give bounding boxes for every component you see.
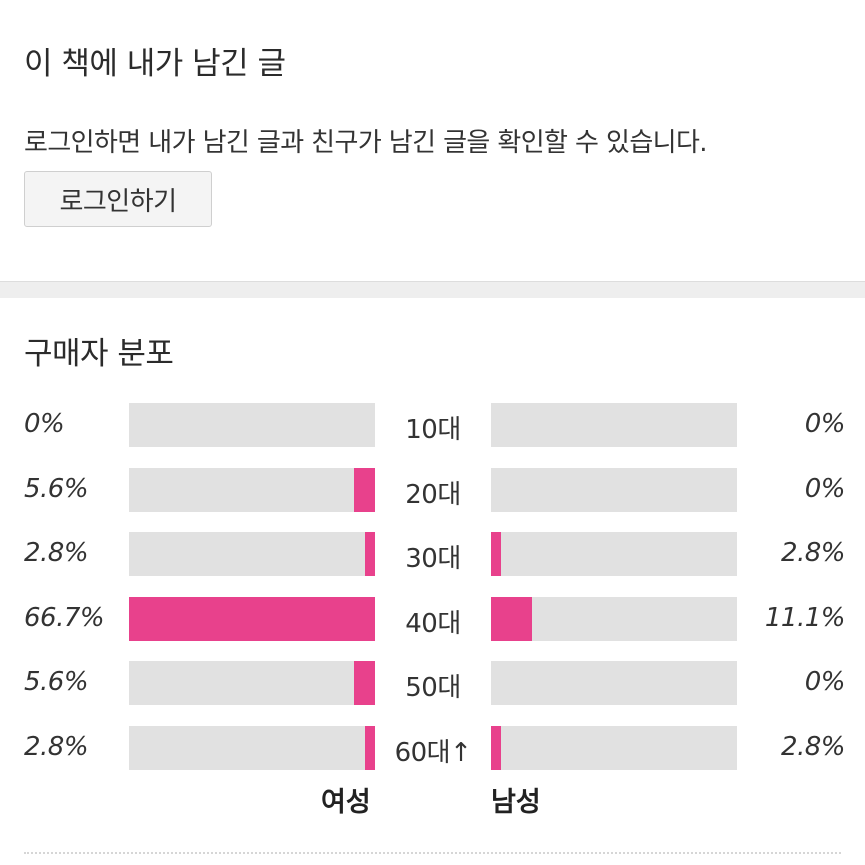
- female-bar-track: [129, 596, 375, 641]
- male-bar-track: [491, 596, 737, 641]
- age-group-label: 30대: [405, 544, 461, 574]
- female-bar-track: [129, 403, 375, 447]
- notes-section-title: 이 책에 내가 남긴 글: [24, 46, 286, 82]
- male-bar: [491, 532, 501, 576]
- female-bar: [365, 532, 375, 576]
- male-bar-track: [491, 725, 737, 770]
- female-percent-label: 0%: [24, 409, 65, 439]
- female-percent-label: 2.8%: [24, 731, 89, 762]
- age-group-label: 10대: [405, 415, 461, 445]
- female-bar: [129, 596, 375, 641]
- male-percent-label: 2.8%: [780, 731, 846, 762]
- male-percent-label: 11.1%: [764, 602, 846, 633]
- age-group-label: 40대: [405, 608, 461, 639]
- female-percent-label: 5.6%: [24, 667, 89, 697]
- legend-female: 여성: [321, 787, 371, 818]
- female-percent-label: 66.7%: [24, 602, 105, 633]
- male-percent-label: 0%: [804, 473, 846, 504]
- section-divider: [0, 281, 865, 298]
- login-message: 로그인하면 내가 남긴 글과 친구가 남긴 글을 확인할 수 있습니다.: [24, 128, 708, 158]
- female-bar: [365, 725, 375, 770]
- login-button[interactable]: 로그인하기: [24, 171, 212, 227]
- female-bar: [354, 661, 375, 705]
- male-bar-track: [491, 532, 737, 576]
- male-percent-label: 2.8%: [780, 538, 846, 568]
- female-bar-track: [129, 725, 375, 770]
- buyer-distribution-title: 구매자 분포: [24, 336, 174, 372]
- distribution-row: 66.7% 40대 11.1%: [0, 596, 865, 641]
- age-group-label: 60대↑: [394, 737, 472, 768]
- male-bar: [491, 725, 501, 770]
- distribution-row: 2.8% 60대↑ 2.8%: [0, 725, 865, 770]
- female-bar: [354, 467, 375, 512]
- female-percent-label: 2.8%: [24, 538, 89, 568]
- distribution-row: 5.6% 20대 0%: [0, 467, 865, 512]
- male-bar-track: [491, 661, 737, 705]
- male-percent-label: 0%: [804, 667, 846, 697]
- distribution-row: 5.6% 50대 0%: [0, 661, 865, 705]
- male-bar-track: [491, 403, 737, 447]
- distribution-row: 0% 10대 0%: [0, 403, 865, 447]
- female-bar-track: [129, 661, 375, 705]
- male-percent-label: 0%: [804, 409, 846, 439]
- legend-male: 남성: [491, 787, 541, 818]
- male-bar: [491, 596, 532, 641]
- distribution-row: 2.8% 30대 2.8%: [0, 532, 865, 576]
- age-group-label: 20대: [405, 479, 461, 510]
- age-group-label: 50대: [405, 673, 461, 703]
- male-bar-track: [491, 467, 737, 512]
- female-bar-track: [129, 532, 375, 576]
- female-percent-label: 5.6%: [24, 473, 89, 504]
- female-bar-track: [129, 467, 375, 512]
- bottom-divider: [24, 852, 841, 854]
